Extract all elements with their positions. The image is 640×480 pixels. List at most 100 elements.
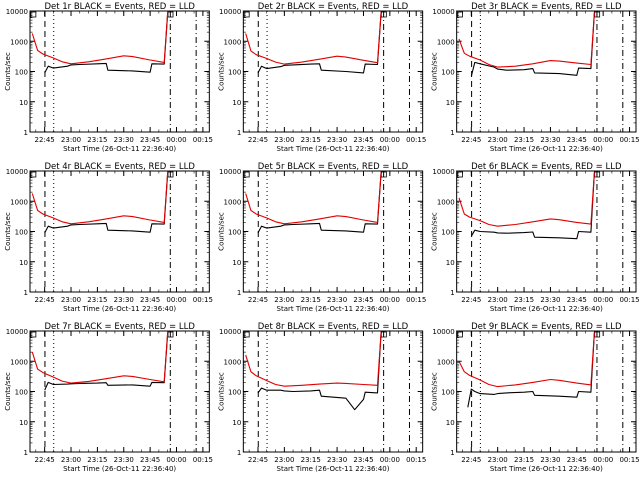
series-lld-line [31, 12, 169, 65]
y-tick-label: 1 [237, 129, 241, 137]
y-tick-label: 10000 [219, 8, 241, 16]
x-tick-label: 23:15 [514, 456, 534, 464]
y-axis-label: Counts/sec [4, 372, 12, 411]
y-tick-label: 10 [232, 99, 241, 107]
chart-title: Det 4r BLACK = Events, RED = LLD [44, 162, 195, 172]
x-tick-label: 23:15 [301, 136, 321, 144]
x-axis-label: Start Time (26-Oct-11 22:36:40) [490, 145, 603, 153]
x-axis-label: Start Time (26-Oct-11 22:36:40) [277, 145, 390, 153]
y-tick-label: 10000 [219, 328, 241, 336]
x-tick-label: 23:30 [540, 456, 560, 464]
x-tick-label: 00:15 [619, 136, 639, 144]
y-tick-label: 100 [441, 389, 454, 397]
x-tick-label: 22:45 [248, 456, 268, 464]
x-tick-label: 00:15 [193, 456, 213, 464]
x-tick-label: 00:00 [166, 456, 186, 464]
y-tick-label: 1 [237, 289, 241, 297]
x-tick-label: 23:45 [567, 456, 587, 464]
series-events-line [257, 172, 382, 234]
series-events-line [44, 332, 169, 391]
chart-title: Det 6r BLACK = Events, RED = LLD [471, 162, 622, 172]
flag-box-left [457, 11, 463, 18]
chart-panel-6: Det 6r BLACK = Events, RED = LLD 1 10 100 10… [431, 162, 640, 313]
x-tick-label: 22:45 [461, 136, 481, 144]
x-tick-label: 00:00 [166, 296, 186, 304]
x-tick-label: 23:00 [61, 136, 81, 144]
y-tick-label: 1000 [10, 358, 28, 366]
x-tick-label: 23:15 [301, 456, 321, 464]
flag-box-left [30, 331, 37, 338]
x-axis-label: Start Time (26-Oct-11 22:36:40) [490, 465, 603, 473]
y-axis-label: Counts/sec [431, 212, 439, 251]
x-tick-label: 23:30 [540, 296, 560, 304]
y-tick-label: 1 [450, 129, 454, 137]
x-tick-label: 23:30 [114, 296, 134, 304]
x-tick-label: 23:30 [327, 456, 347, 464]
x-tick-label: 23:00 [274, 136, 294, 144]
y-tick-label: 1 [24, 449, 28, 457]
series-lld-line [245, 12, 382, 65]
y-axis-label: Counts/sec [217, 372, 225, 411]
x-tick-label: 23:45 [353, 136, 373, 144]
y-tick-label: 1000 [224, 358, 242, 366]
chart-title: Det 7r BLACK = Events, RED = LLD [44, 322, 195, 332]
y-tick-label: 1000 [437, 198, 455, 206]
series-lld-line [31, 172, 169, 225]
y-tick-label: 1000 [10, 198, 28, 206]
y-axis-label: Counts/sec [217, 212, 225, 251]
x-axis-label: Start Time (26-Oct-11 22:36:40) [63, 305, 176, 313]
x-tick-label: 23:15 [514, 136, 534, 144]
y-tick-label: 1000 [437, 38, 455, 46]
flag-box-left [243, 331, 250, 338]
series-events-line [257, 12, 382, 74]
x-tick-label: 00:00 [380, 296, 400, 304]
x-tick-label: 23:15 [87, 456, 107, 464]
x-tick-label: 00:00 [380, 456, 400, 464]
series-lld-line [31, 332, 169, 384]
y-axis-label: Counts/sec [431, 372, 439, 411]
flag-box-left [243, 171, 250, 178]
x-tick-label: 22:45 [35, 136, 55, 144]
chart-title: Det 8r BLACK = Events, RED = LLD [258, 322, 409, 332]
x-tick-label: 00:15 [193, 296, 213, 304]
chart-title: Det 9r BLACK = Events, RED = LLD [471, 322, 622, 332]
chart-panel-4: Det 4r BLACK = Events, RED = LLD 1 10 100 10… [4, 162, 213, 313]
y-tick-label: 10 [232, 419, 241, 427]
x-tick-label: 23:15 [301, 296, 321, 304]
chart-panel-9: Det 9r BLACK = Events, RED = LLD 1 10 100 10… [431, 322, 640, 473]
x-tick-label: 00:15 [406, 296, 426, 304]
y-tick-label: 100 [15, 69, 28, 77]
series-lld-line [245, 332, 382, 387]
x-axis-label: Start Time (26-Oct-11 22:36:40) [277, 465, 390, 473]
y-tick-label: 1000 [10, 38, 28, 46]
x-tick-label: 23:45 [567, 296, 587, 304]
flag-box-left [243, 11, 250, 18]
y-tick-label: 100 [228, 69, 241, 77]
y-tick-label: 1 [237, 449, 241, 457]
x-tick-label: 00:15 [406, 136, 426, 144]
x-axis-label: Start Time (26-Oct-11 22:36:40) [63, 145, 176, 153]
y-tick-label: 10 [446, 419, 455, 427]
y-tick-label: 100 [228, 389, 241, 397]
x-tick-label: 23:00 [488, 136, 508, 144]
x-tick-label: 00:00 [593, 136, 613, 144]
y-tick-label: 100 [228, 229, 241, 237]
x-tick-label: 00:00 [593, 456, 613, 464]
y-tick-label: 10 [446, 99, 455, 107]
y-tick-label: 1000 [224, 38, 242, 46]
y-tick-label: 1 [24, 129, 28, 137]
y-tick-label: 10 [19, 259, 28, 267]
chart-panel-3: Det 3r BLACK = Events, RED = LLD 1 10 100 10… [431, 2, 640, 153]
x-tick-label: 00:15 [406, 456, 426, 464]
x-tick-label: 23:00 [274, 296, 294, 304]
x-tick-label: 22:45 [35, 296, 55, 304]
x-tick-label: 23:30 [327, 136, 347, 144]
chart-panel-7: Det 7r BLACK = Events, RED = LLD 1 10 100 10… [4, 322, 213, 473]
chart-panel-1: Det 1r BLACK = Events, RED = LLD 1 10 100 10… [4, 2, 213, 153]
y-tick-label: 10000 [432, 168, 454, 176]
series-events-line [44, 172, 169, 234]
x-tick-label: 23:45 [353, 296, 373, 304]
y-axis-label: Counts/sec [4, 52, 12, 91]
chart-title: Det 3r BLACK = Events, RED = LLD [471, 2, 622, 12]
y-tick-label: 100 [15, 229, 28, 237]
